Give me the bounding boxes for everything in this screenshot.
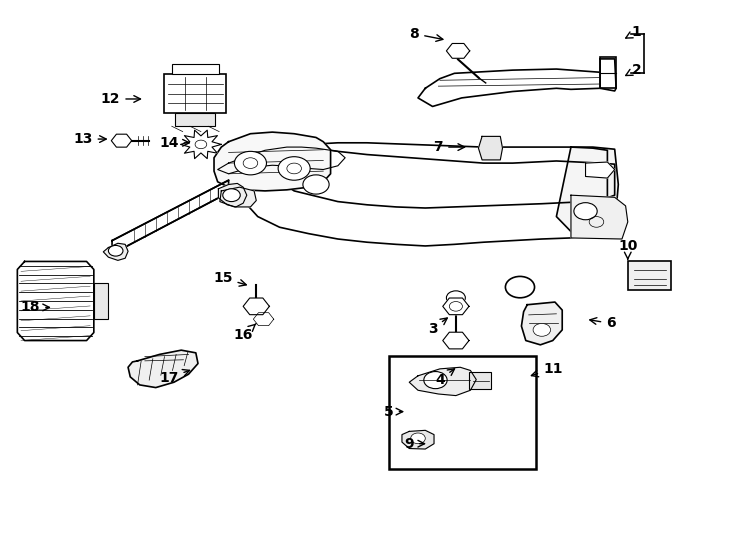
Circle shape: [411, 433, 425, 444]
Text: 1: 1: [625, 25, 642, 39]
Text: 10: 10: [618, 239, 637, 259]
Bar: [469, 372, 491, 389]
Polygon shape: [220, 187, 256, 207]
Polygon shape: [218, 147, 345, 174]
Text: 11: 11: [531, 362, 562, 377]
Polygon shape: [103, 244, 128, 260]
Bar: [175, 113, 216, 126]
Polygon shape: [586, 162, 614, 178]
Circle shape: [303, 175, 329, 194]
Polygon shape: [128, 350, 198, 388]
Polygon shape: [479, 137, 503, 160]
Text: 6: 6: [590, 316, 616, 330]
Text: 5: 5: [384, 404, 403, 418]
Text: 18: 18: [21, 300, 49, 314]
Polygon shape: [402, 430, 434, 449]
Text: 7: 7: [434, 140, 465, 154]
Polygon shape: [521, 302, 562, 345]
Text: 4: 4: [435, 369, 454, 387]
Polygon shape: [243, 298, 269, 315]
Polygon shape: [112, 180, 228, 254]
Polygon shape: [181, 130, 222, 159]
Circle shape: [222, 189, 240, 201]
Bar: [164, 75, 226, 113]
Text: 17: 17: [159, 369, 189, 385]
Polygon shape: [410, 367, 476, 396]
Polygon shape: [272, 148, 614, 208]
Text: 2: 2: [625, 63, 642, 77]
Circle shape: [446, 291, 465, 305]
Polygon shape: [112, 134, 131, 147]
Text: 14: 14: [159, 136, 189, 150]
Polygon shape: [600, 59, 616, 91]
Circle shape: [574, 202, 597, 220]
Circle shape: [109, 245, 123, 256]
Bar: [600, 57, 616, 88]
Circle shape: [533, 323, 550, 336]
Polygon shape: [214, 132, 330, 191]
Circle shape: [506, 276, 534, 298]
Polygon shape: [556, 147, 618, 233]
Text: 12: 12: [101, 92, 140, 106]
Circle shape: [234, 151, 266, 175]
Bar: [94, 283, 109, 319]
Circle shape: [278, 157, 310, 180]
Polygon shape: [443, 332, 469, 349]
Polygon shape: [18, 261, 94, 341]
Bar: [628, 261, 672, 291]
Polygon shape: [446, 44, 470, 58]
Circle shape: [424, 372, 447, 389]
Polygon shape: [443, 298, 469, 315]
Polygon shape: [253, 313, 274, 326]
Polygon shape: [571, 195, 628, 239]
Text: 16: 16: [233, 323, 256, 342]
Text: 9: 9: [404, 437, 424, 451]
Text: 8: 8: [410, 27, 443, 42]
Bar: [389, 355, 536, 469]
Polygon shape: [219, 184, 247, 207]
Text: 15: 15: [213, 271, 247, 286]
Polygon shape: [236, 143, 608, 246]
Polygon shape: [418, 69, 614, 106]
Bar: [172, 64, 219, 75]
Text: 13: 13: [73, 132, 106, 146]
Text: 3: 3: [428, 318, 447, 336]
